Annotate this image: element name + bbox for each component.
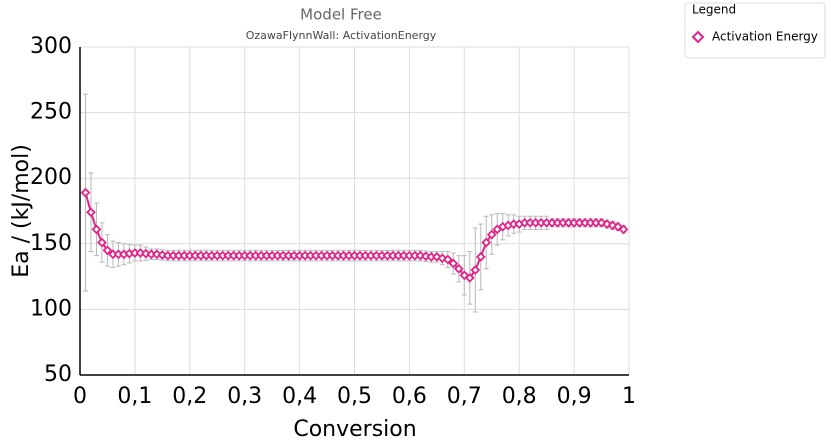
point-marker	[475, 252, 486, 262]
x-tick-label: 0	[73, 384, 87, 409]
point-marker	[157, 250, 168, 260]
x-tick-label: 1	[622, 384, 636, 409]
point-marker	[453, 263, 464, 274]
x-tick-label: 0,3	[227, 384, 262, 409]
point-marker	[91, 224, 102, 235]
point-marker	[102, 245, 113, 256]
x-tick-label: 0,7	[447, 384, 482, 409]
legend-marker	[691, 30, 705, 44]
point-marker	[437, 253, 448, 264]
x-tick-label: 0,5	[337, 384, 372, 409]
point-marker	[97, 237, 107, 248]
y-tick-label: 50	[44, 362, 72, 387]
point-marker	[442, 254, 453, 265]
point-marker	[470, 265, 481, 275]
y-tick-label: 100	[30, 296, 72, 321]
point-marker	[613, 221, 623, 232]
point-marker	[464, 273, 475, 283]
x-tick-label: 0,9	[557, 384, 592, 409]
x-tick-label: 0,6	[392, 384, 427, 409]
x-axis-title: Conversion	[293, 417, 416, 442]
legend-box	[684, 2, 826, 59]
point-marker	[448, 258, 459, 269]
legend-label: Activation Energy	[712, 30, 818, 44]
y-tick-label: 250	[30, 100, 72, 125]
x-tick-label: 0,1	[117, 384, 152, 409]
point-marker	[618, 224, 629, 235]
y-tick-label: 150	[30, 231, 72, 256]
x-tick-label: 0,2	[172, 384, 207, 409]
point-marker	[151, 249, 162, 260]
x-tick-label: 0,8	[502, 384, 537, 409]
chart-subtitle: OzawaFlynnWall: ActivationEnergy	[246, 29, 437, 42]
y-axis-title: Ea / (kJ/mol)	[9, 144, 34, 278]
point-marker	[459, 270, 470, 281]
point-marker	[486, 229, 497, 240]
x-tick-label: 0,4	[282, 384, 317, 409]
y-tick-label: 300	[30, 34, 72, 59]
point-marker	[80, 187, 91, 198]
y-tick-label: 200	[30, 165, 72, 190]
point-marker	[602, 219, 612, 229]
legend-title: Legend	[692, 3, 736, 17]
chart-title: Model Free	[300, 6, 382, 24]
point-marker	[481, 237, 492, 248]
point-marker	[86, 207, 96, 218]
